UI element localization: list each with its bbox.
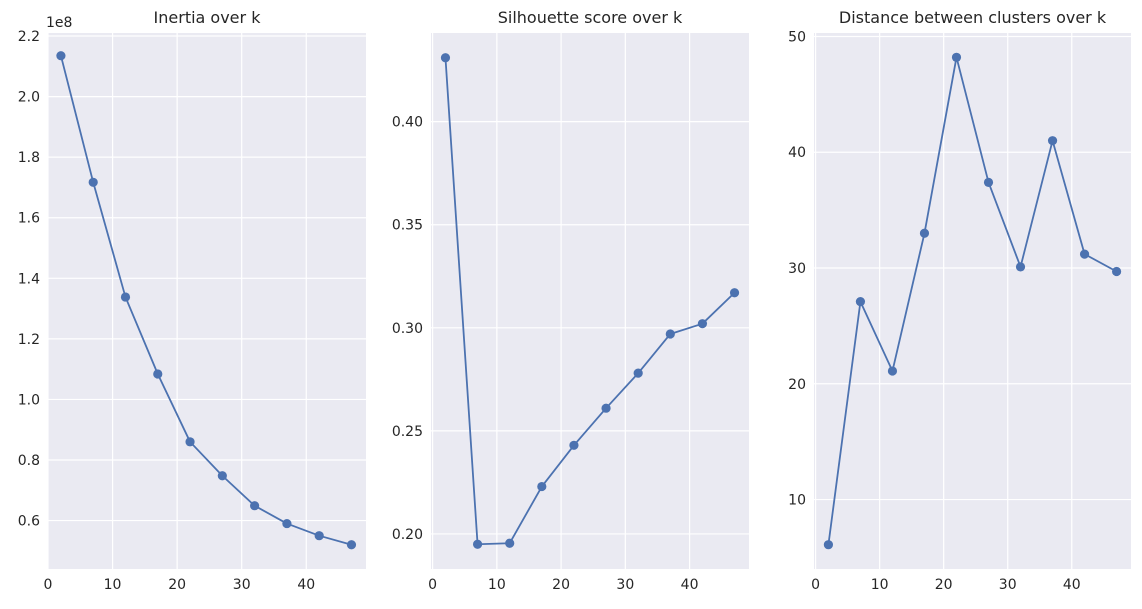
x-tick-label: 10: [871, 577, 889, 593]
y-tick-label: 1.4: [18, 271, 40, 287]
data-point: [346, 540, 357, 550]
chart-panel-2: 0 10 20 30 40 0.20 0.25 0.30 0.35 0.40 Silhouette …: [392, 8, 749, 593]
y-tick-label: 1.2: [18, 332, 40, 348]
series-line: [827, 56, 1118, 545]
data-point: [440, 53, 451, 63]
x-tick-label: 10: [488, 577, 506, 593]
data-point: [887, 366, 898, 376]
series-line: [60, 55, 352, 546]
data-point: [729, 288, 740, 298]
data-point: [1015, 262, 1026, 272]
series-line: [444, 57, 736, 546]
y-tick-label: 0.20: [392, 527, 423, 543]
data-point: [282, 518, 292, 529]
data-point: [633, 368, 643, 378]
x-tick-label: 20: [935, 577, 953, 593]
x-tick-label: 30: [233, 577, 251, 593]
data-point: [120, 292, 131, 302]
x-tick-label: 0: [428, 577, 437, 593]
y-tick-label: 0.35: [392, 218, 423, 234]
data-point: [823, 540, 834, 550]
x-tick-label: 30: [999, 577, 1017, 593]
data-point: [919, 228, 930, 238]
x-tick-label: 0: [811, 577, 820, 593]
y-tick-label: 2.2: [18, 29, 40, 45]
y-tick-label: 1.0: [18, 392, 40, 408]
data-point: [537, 481, 547, 492]
y-tick-label: 20: [788, 377, 806, 393]
x-tick-label: 30: [616, 577, 634, 593]
x-tick-label: 0: [44, 577, 53, 593]
y-offset-label: 1e8: [46, 15, 72, 31]
data-point: [697, 319, 708, 329]
data-point: [983, 177, 994, 187]
y-tick-label: 0.6: [18, 514, 40, 530]
chart-panel-3: 0 10 20 30 40 10 20 30 40 50 Distance between clus…: [788, 8, 1131, 593]
data-point: [1111, 266, 1122, 277]
x-tick-label: 40: [297, 577, 315, 593]
chart-title: Distance between clusters over k: [839, 8, 1107, 27]
data-point: [185, 437, 195, 447]
y-tick-label: 30: [788, 261, 806, 277]
x-tick-label: 40: [681, 577, 699, 593]
plot-area: [431, 33, 749, 569]
data-point: [153, 369, 163, 379]
data-point: [1047, 136, 1058, 146]
chart-panel-1: 0 10 20 30 40 0.6 0.8 1.0 1.2 1.4 1.6 1.8 2.0 2.2 1e8 I…: [18, 8, 366, 593]
x-tick-label: 10: [104, 577, 122, 593]
data-point: [56, 51, 66, 61]
data-point: [250, 501, 260, 511]
data-point: [855, 296, 866, 307]
data-point: [505, 538, 515, 548]
data-point: [217, 471, 227, 481]
y-tick-label: 10: [788, 493, 806, 509]
y-tick-label: 2.0: [18, 90, 40, 106]
axes-layer: 0 10 20 30 40 0.6 0.8 1.0 1.2 1.4 1.6 1.8 2.0 2.2 1e8 I…: [18, 8, 1131, 593]
y-tick-label: 50: [788, 29, 806, 45]
y-tick-label: 0.25: [392, 424, 423, 440]
data-point: [569, 440, 579, 450]
data-point: [314, 531, 324, 541]
y-tick-label: 0.30: [392, 321, 423, 337]
y-tick-label: 1.6: [18, 211, 40, 227]
data-point: [88, 177, 98, 187]
data-point: [665, 329, 675, 339]
x-tick-label: 40: [1063, 577, 1081, 593]
data-point: [472, 539, 483, 549]
data-point: [601, 403, 611, 413]
data-point: [951, 52, 962, 62]
chart-title: Inertia over k: [154, 8, 262, 27]
y-tick-label: 1.8: [18, 150, 40, 166]
chart-title: Silhouette score over k: [498, 8, 683, 27]
plot-area: [48, 33, 366, 569]
y-tick-label: 40: [788, 145, 806, 161]
x-tick-label: 20: [552, 577, 570, 593]
y-tick-label: 0.40: [392, 115, 423, 131]
data-point: [1079, 249, 1090, 259]
y-tick-label: 0.8: [18, 453, 40, 469]
x-tick-label: 20: [168, 577, 186, 593]
